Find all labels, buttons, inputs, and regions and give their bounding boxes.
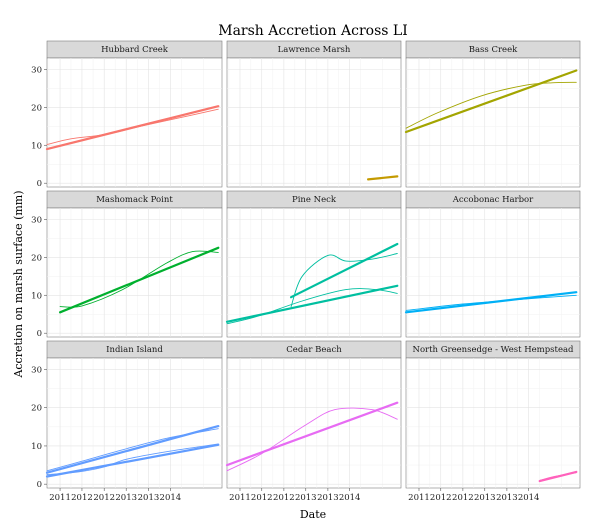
facet-plot-area — [405, 207, 581, 338]
y-tick-label: 10 — [31, 291, 42, 301]
x-tick-label: 2012 — [452, 493, 474, 503]
x-tick-label: 2012 — [93, 493, 115, 503]
facet-strip-label: Cedar Beach — [286, 345, 342, 355]
y-tick-label: 20 — [31, 103, 42, 113]
smooth-line — [290, 253, 398, 308]
x-tick-label: 2012 — [273, 493, 295, 503]
smooth-line — [46, 428, 219, 472]
x-tick-label: 2011 — [229, 493, 251, 503]
x-tick-label: 2014 — [339, 493, 361, 503]
x-tick-label: 2013 — [317, 493, 339, 503]
facet-strip-label: Hubbard Creek — [101, 45, 169, 55]
facet-strip-label: Pine Neck — [292, 195, 337, 205]
y-tick-label: 30 — [31, 215, 42, 225]
trend-line — [45, 443, 220, 478]
y-tick-label: 20 — [31, 253, 42, 263]
facet-plot-area — [46, 57, 223, 188]
y-tick-label: 10 — [31, 442, 42, 452]
y-tick-label: 30 — [31, 65, 42, 75]
facet-strip-label: Lawrence Marsh — [278, 45, 351, 55]
chart-title: Marsh Accretion Across LI — [218, 23, 408, 39]
facet-panel: Lawrence Marsh — [226, 40, 402, 188]
smooth-line — [226, 407, 398, 472]
facet-panel: Mashomack Point 0 10 20 30 — [31, 190, 223, 339]
facet-plot-area — [226, 357, 402, 489]
x-tick-label: 2013 — [295, 493, 317, 503]
x-tick-label: 2012 — [251, 493, 273, 503]
facet-panels: Hubbard Creek 0 10 20 30 Lawrence Marsh Bass C… — [31, 40, 581, 503]
trend-line — [404, 291, 578, 314]
facet-plot-area — [226, 57, 402, 188]
x-tick-label: 2011 — [49, 493, 71, 503]
facet-strip-label: Indian Island — [106, 345, 163, 355]
x-tick-label: 2012 — [71, 493, 93, 503]
y-tick-label: 20 — [31, 404, 42, 414]
trend-line — [290, 242, 399, 299]
facet-panel: Accobonac Harbor — [404, 190, 581, 338]
x-tick-label: 2014 — [518, 493, 540, 503]
facet-strip-label: Bass Creek — [469, 45, 518, 55]
y-tick-label: 30 — [31, 365, 42, 375]
trend-line — [367, 175, 399, 181]
facet-strip-label: Accobonac Harbor — [452, 195, 534, 205]
x-tick-label: 2013 — [115, 493, 137, 503]
facet-panel: Pine Neck — [225, 190, 402, 338]
y-tick-label: 0 — [37, 179, 42, 189]
y-tick-label: 10 — [31, 141, 42, 151]
trend-line — [225, 284, 399, 323]
x-tick-label: 2013 — [496, 493, 518, 503]
x-tick-label: 2011 — [408, 493, 430, 503]
smooth-line — [46, 443, 219, 476]
smooth-line — [405, 81, 577, 129]
facet-panel: Bass Creek — [404, 40, 581, 188]
trend-line — [404, 69, 578, 134]
x-tick-label: 2013 — [474, 493, 496, 503]
y-tick-label: 0 — [37, 329, 42, 339]
facet-plot-area — [46, 357, 223, 489]
trend-line — [225, 401, 399, 467]
smooth-line — [46, 108, 219, 145]
x-tick-label: 2014 — [160, 493, 182, 503]
facet-plot-area — [405, 357, 581, 489]
smooth-line — [226, 288, 398, 325]
x-tick-label: 2012 — [430, 493, 452, 503]
smooth-line — [405, 294, 577, 311]
x-axis-label: Date — [300, 508, 326, 521]
smooth-line — [539, 472, 577, 481]
facet-plot-area — [46, 207, 223, 338]
facet-panel: Hubbard Creek 0 10 20 30 — [31, 40, 223, 189]
x-tick-label: 2013 — [138, 493, 160, 503]
facet-strip-label: North Greensedge - West Hempstead — [413, 345, 575, 355]
y-tick-label: 0 — [37, 480, 42, 490]
y-axis-label: Accretion on marsh surface (mm) — [12, 190, 25, 378]
facet-strip-label: Mashomack Point — [96, 195, 173, 205]
smooth-line — [59, 250, 219, 308]
